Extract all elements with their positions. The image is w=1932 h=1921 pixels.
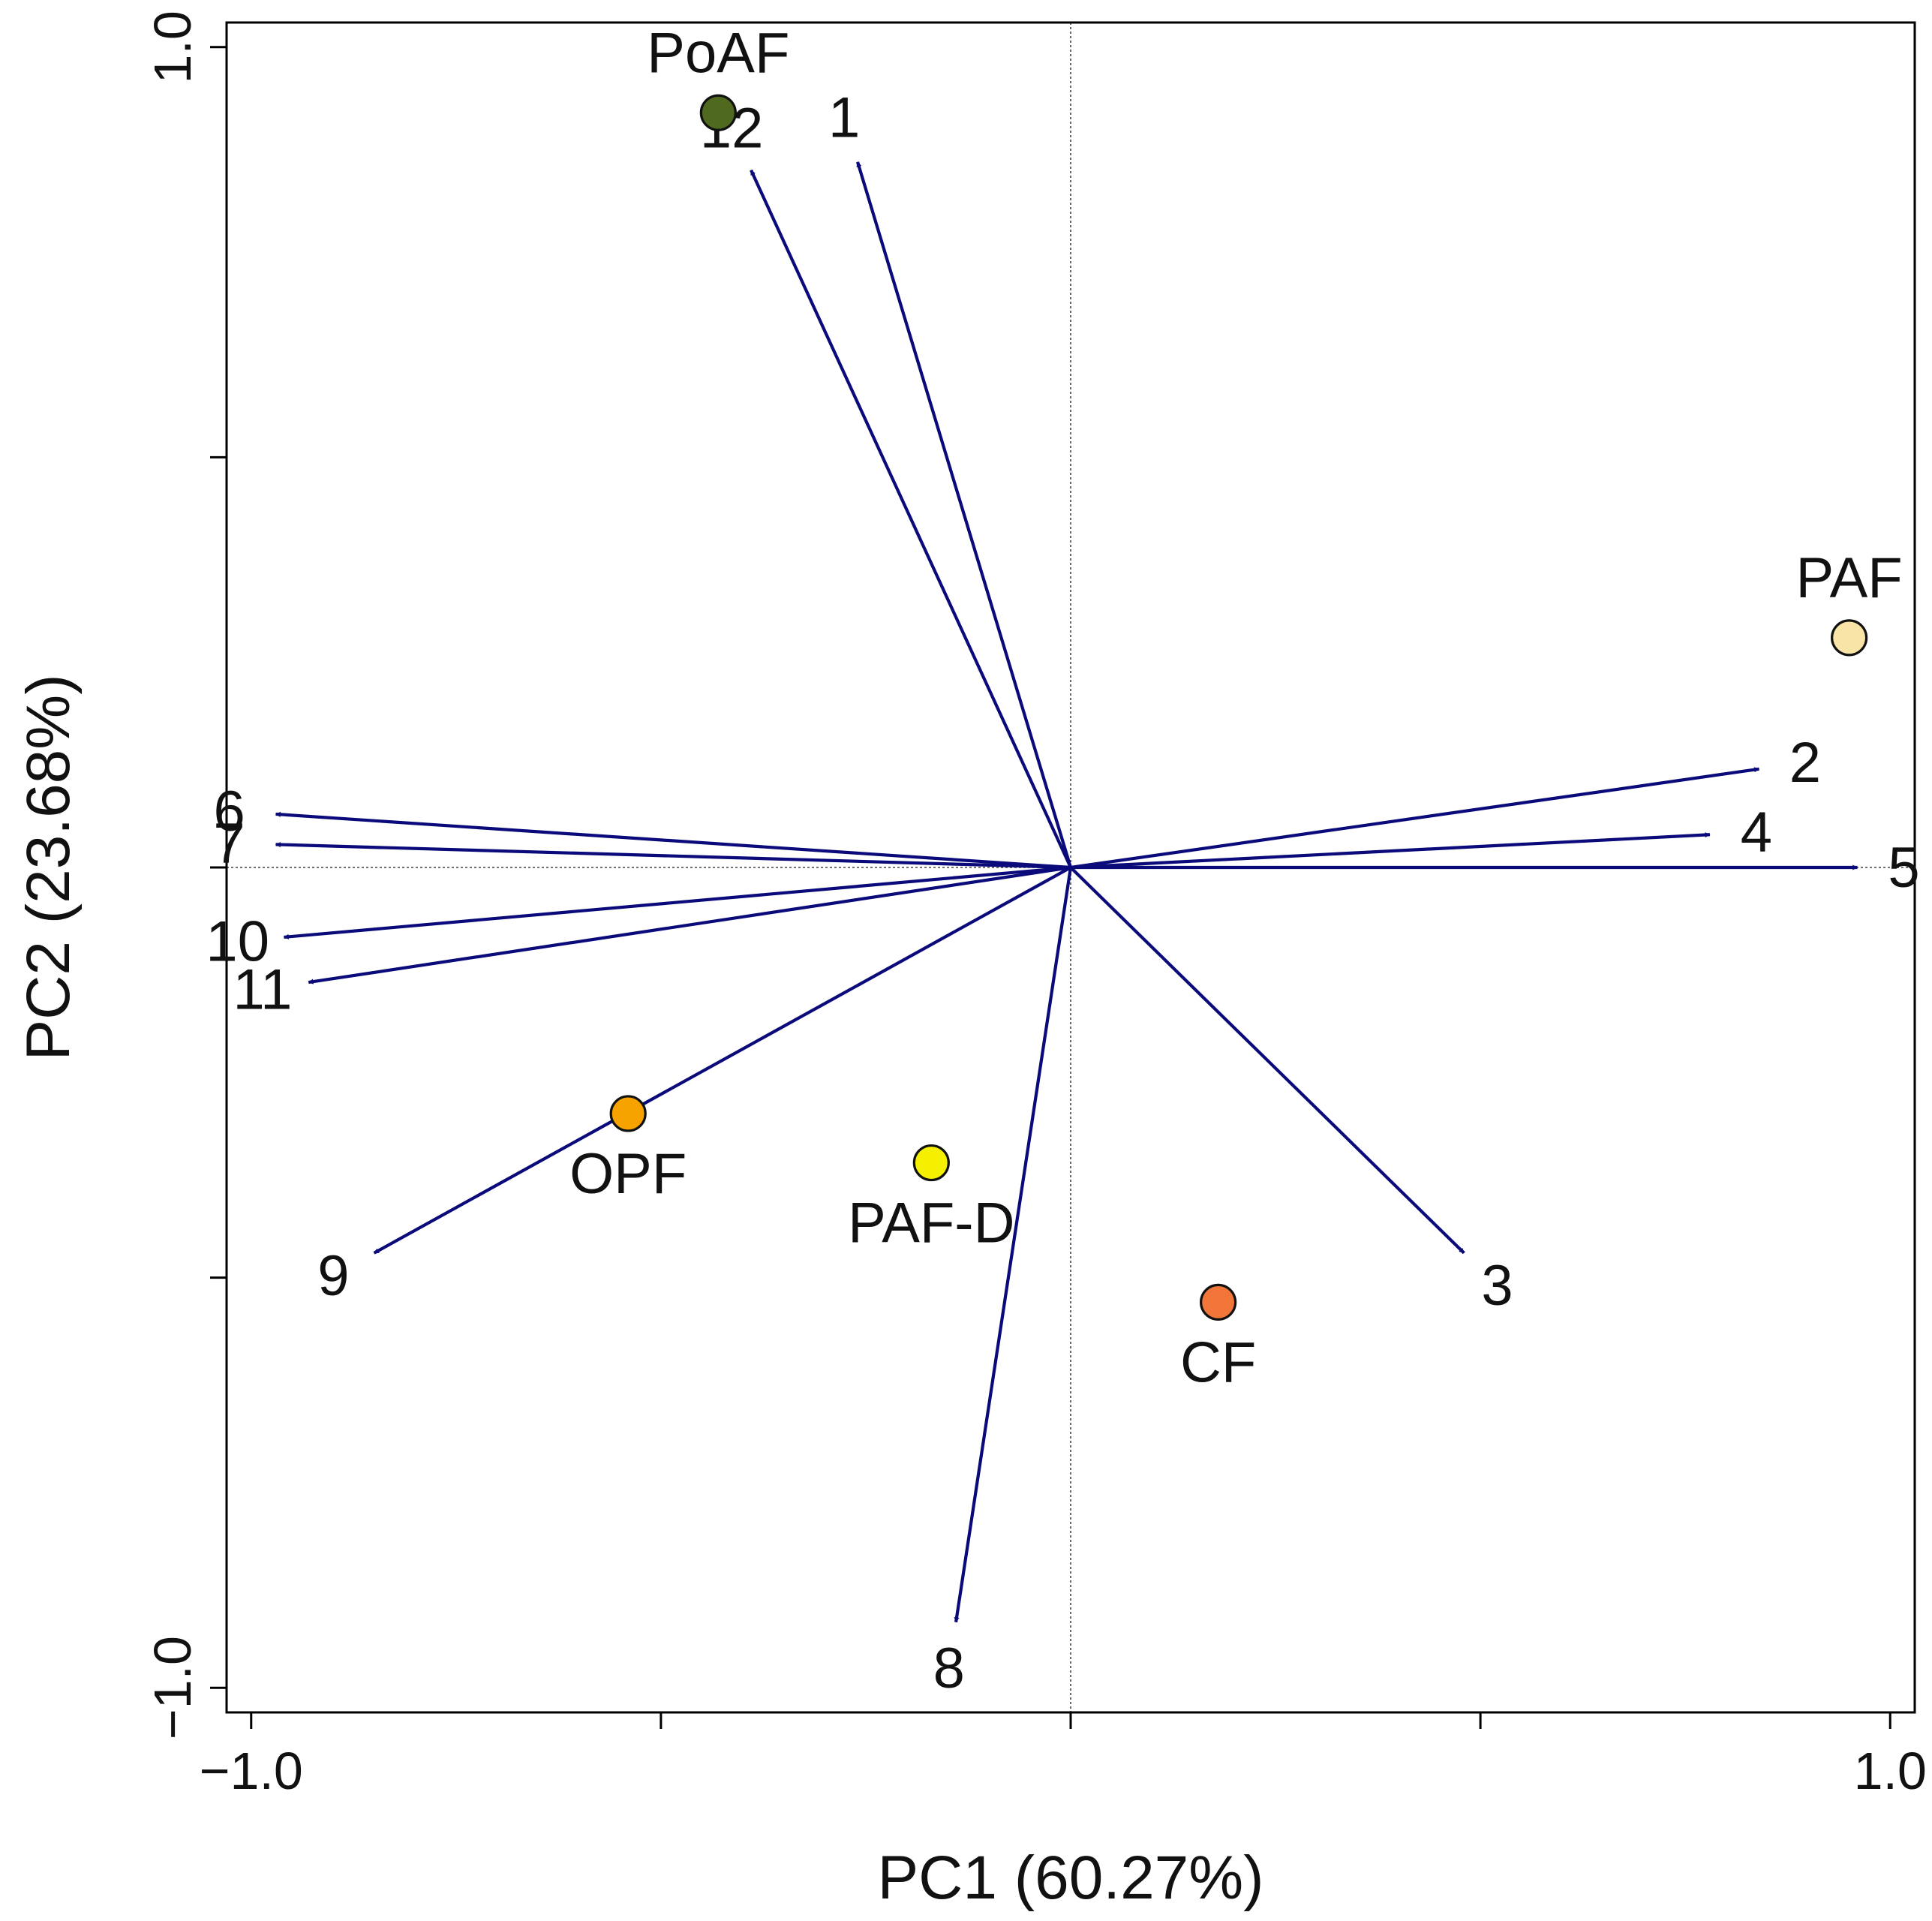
x-axis-title: PC1 (60.27%) (877, 1844, 1263, 1912)
vector-arrow (1070, 767, 1760, 870)
y-axis-title: PC2 (23.68%) (14, 674, 83, 1060)
vector-arrow (283, 865, 1071, 939)
site-point (699, 94, 737, 131)
vector-label: 8 (933, 1637, 965, 1700)
vector-arrow (750, 169, 1072, 868)
site-point (609, 1095, 647, 1132)
vector-arrow (1070, 832, 1711, 870)
vector-label: 5 (1888, 836, 1919, 900)
x-tick-label: −1.0 (200, 1742, 303, 1800)
site-label: PAF (1796, 546, 1903, 610)
y-tick-label: −1.0 (143, 1636, 202, 1739)
x-tick-label: 1.0 (1854, 1742, 1927, 1800)
site-points: PoAF PAF OPF PAF-D CF (569, 21, 1903, 1394)
vector-label: 9 (317, 1244, 349, 1308)
vector-label: 3 (1481, 1254, 1513, 1318)
vector-label: 10 (206, 909, 269, 973)
vector-arrow (954, 867, 1073, 1623)
site-label: PoAF (647, 21, 789, 85)
site-label: OPF (569, 1142, 687, 1206)
vector-arrow (856, 161, 1073, 868)
site-label: CF (1180, 1330, 1256, 1394)
vector-arrow (373, 866, 1072, 1255)
vector-label: 2 (1789, 731, 1821, 795)
vector-label: 6 (214, 780, 245, 843)
vector-arrow (275, 842, 1071, 870)
vector-label: 7 (213, 812, 245, 876)
site-point (1200, 1283, 1237, 1321)
y-tick-label: 1.0 (143, 11, 202, 83)
vector-label: 1 (828, 86, 860, 149)
site-point (1831, 619, 1868, 657)
vector-arrow (308, 865, 1071, 985)
vector-label: 4 (1741, 801, 1772, 864)
vector-label: 11 (233, 957, 292, 1021)
site-point (912, 1144, 950, 1182)
x-axis-ticks: −1.0 1.0 (200, 1712, 1927, 1800)
vector-arrow (1069, 866, 1465, 1255)
vector-arrow (275, 811, 1071, 870)
y-axis-ticks: −1.0 1.0 (143, 11, 227, 1739)
site-label: PAF-D (848, 1192, 1014, 1255)
